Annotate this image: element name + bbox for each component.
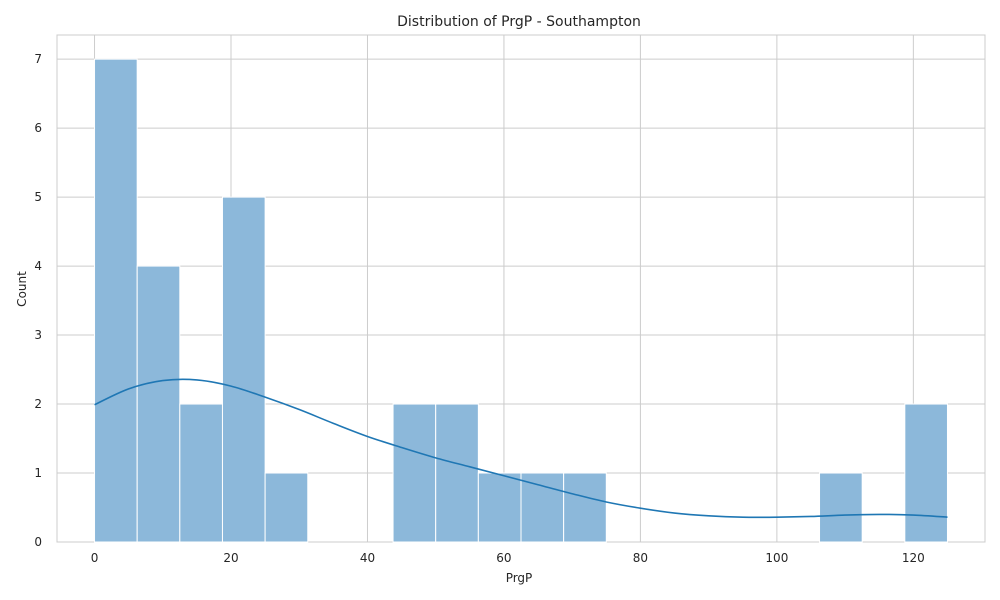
histogram-bar — [94, 58, 138, 543]
x-tick-label: 60 — [496, 551, 511, 565]
histogram-bar — [435, 403, 479, 543]
x-tick-label: 40 — [360, 551, 375, 565]
y-axis-label: Count — [15, 271, 29, 307]
x-tick-label: 80 — [633, 551, 648, 565]
y-tick-label: 7 — [34, 52, 42, 66]
histogram-bar — [520, 472, 565, 543]
y-tick-label: 4 — [34, 259, 42, 273]
histogram-bar — [392, 403, 437, 543]
histogram-bar — [904, 403, 948, 543]
y-tick-label: 1 — [34, 466, 42, 480]
y-tick-label: 6 — [34, 121, 42, 135]
x-tick-label: 0 — [91, 551, 99, 565]
histogram-bar — [819, 472, 863, 543]
x-tick-label: 120 — [902, 551, 925, 565]
kde-curve — [94, 378, 948, 519]
y-axis-ticks: 0 1 2 3 4 5 6 7 — [34, 52, 42, 549]
histogram-bars — [94, 58, 948, 543]
histogram-bar — [179, 403, 223, 543]
x-axis-ticks: 0 20 40 60 80 100 120 — [91, 551, 925, 565]
histogram-bar — [221, 196, 266, 543]
x-tick-label: 100 — [765, 551, 788, 565]
histogram-bar — [136, 265, 181, 543]
x-axis-label: PrgP — [506, 571, 533, 585]
y-tick-label: 5 — [34, 190, 42, 204]
chart-title: Distribution of PrgP - Southampton — [397, 14, 641, 30]
x-tick-label: 20 — [223, 551, 238, 565]
histogram-bar — [477, 472, 522, 543]
y-tick-label: 0 — [34, 535, 42, 549]
histogram-bar — [563, 472, 607, 543]
y-tick-label: 2 — [34, 397, 42, 411]
y-tick-label: 3 — [34, 328, 42, 342]
histogram-bar — [264, 472, 309, 543]
